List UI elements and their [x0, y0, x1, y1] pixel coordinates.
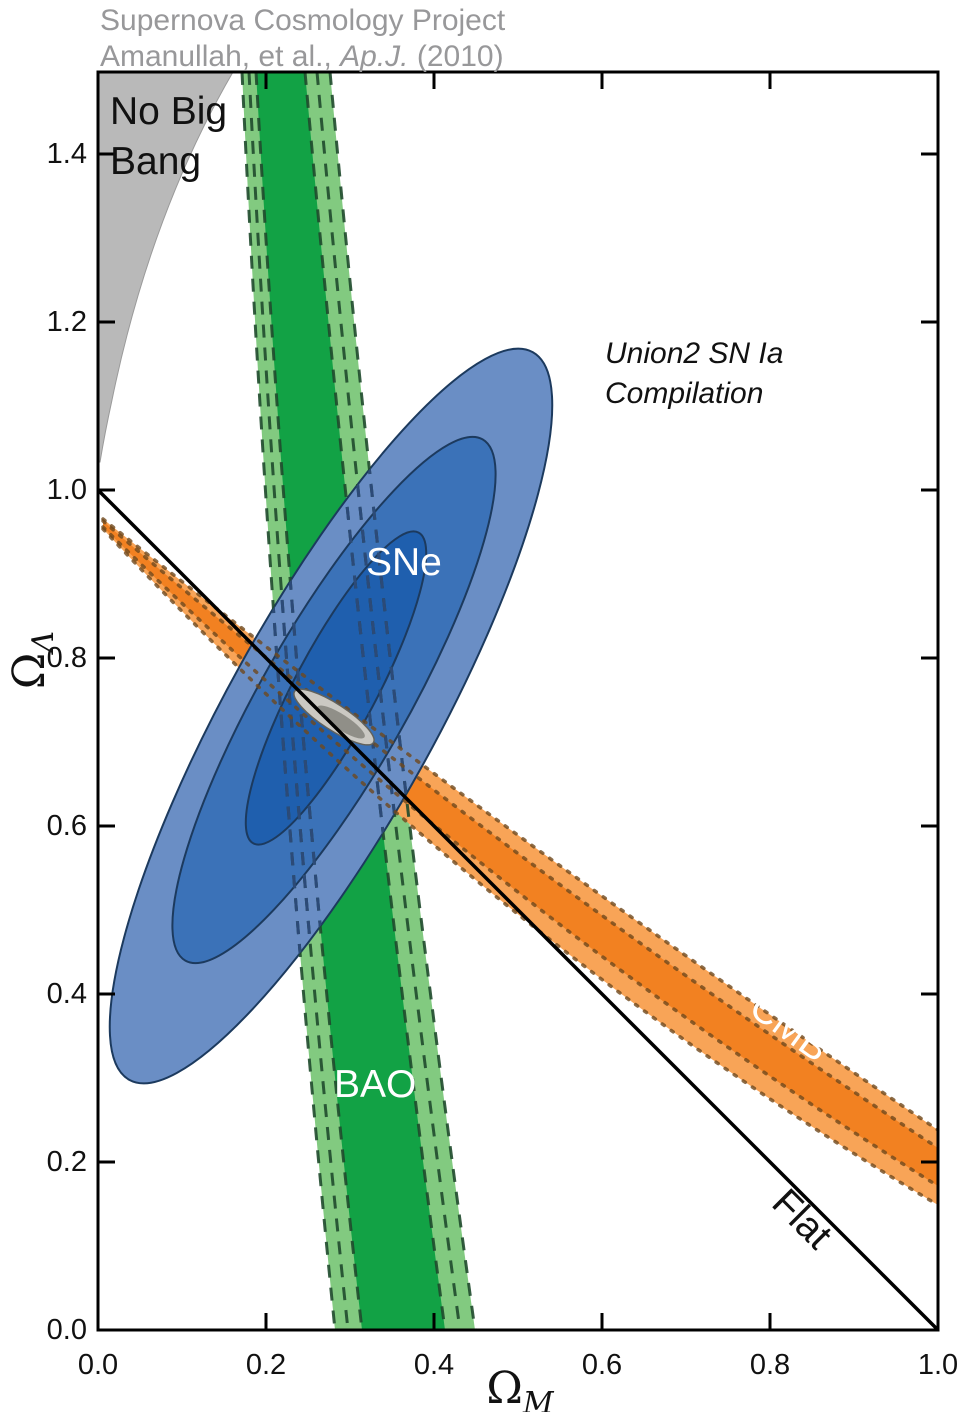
y-tick-0.0: 0.0 — [47, 1314, 87, 1346]
x-axis-label-omega: Ω — [486, 1363, 522, 1412]
x-tick-1.0: 1.0 — [918, 1349, 958, 1381]
no-big-bang-label-line1: No Big — [110, 90, 227, 133]
bao-label: BAO — [334, 1063, 416, 1106]
y-tick-0.8: 0.8 — [47, 642, 87, 674]
x-tick-0.6: 0.6 — [582, 1349, 622, 1381]
y-axis-ticks-right — [921, 152, 938, 1164]
y-axis-label-omega: Ω — [4, 653, 55, 689]
x-axis-label-sub-m: M — [522, 1386, 555, 1412]
x-tick-0.8: 0.8 — [750, 1349, 790, 1381]
plot-border — [96, 70, 940, 1332]
x-axis-label: ΩM — [486, 1363, 554, 1412]
x-tick-0.0: 0.0 — [78, 1349, 118, 1381]
y-axis-ticks-left — [98, 152, 115, 1164]
x-tick-0.2: 0.2 — [246, 1349, 286, 1381]
no-big-bang-region — [98, 72, 234, 463]
y-tick-1.2: 1.2 — [47, 306, 87, 338]
y-tick-1.4: 1.4 — [47, 138, 87, 170]
title-citation: Amanullah, et al., — [100, 40, 340, 73]
x-axis-ticks-top — [264, 72, 772, 89]
x-axis-ticks-bottom — [264, 1313, 772, 1330]
union2-label-line1: Union2 SN Ia — [605, 337, 783, 370]
x-tick-0.4: 0.4 — [414, 1349, 454, 1381]
y-tick-0.6: 0.6 — [47, 810, 87, 842]
flat-label: Flat — [764, 1181, 840, 1257]
figure-title-line1: Supernova Cosmology Project — [100, 4, 506, 37]
x-axis-tick-labels: 0.0 0.2 0.4 0.6 0.8 1.0 — [78, 1349, 958, 1381]
combined-fit-inner — [317, 705, 365, 739]
y-tick-0.4: 0.4 — [47, 978, 87, 1010]
y-axis-tick-labels: 1.4 1.2 1.0 0.8 0.6 0.4 0.2 0.0 — [47, 138, 87, 1346]
y-tick-0.2: 0.2 — [47, 1146, 87, 1178]
sne-label: SNe — [366, 541, 442, 584]
union2-label-line2: Compilation — [605, 377, 763, 410]
cmb-band-1sigma — [103, 521, 938, 1186]
plot-area — [98, 72, 938, 1330]
flat-line — [98, 488, 938, 1330]
title-year: (2010) — [409, 40, 504, 73]
title-journal: Ap.J. — [338, 40, 408, 73]
y-axis-label: ΩΛ — [4, 631, 61, 689]
no-big-bang-label-line2: Bang — [110, 140, 201, 183]
figure-title-line2: Amanullah, et al., Ap.J. (2010) — [100, 40, 504, 73]
sne-ellipse-1sigma — [244, 530, 428, 846]
y-tick-1.0: 1.0 — [47, 474, 87, 506]
combined-fit-contour — [293, 688, 375, 746]
y-axis-label-sub-lambda: Λ — [26, 631, 61, 656]
